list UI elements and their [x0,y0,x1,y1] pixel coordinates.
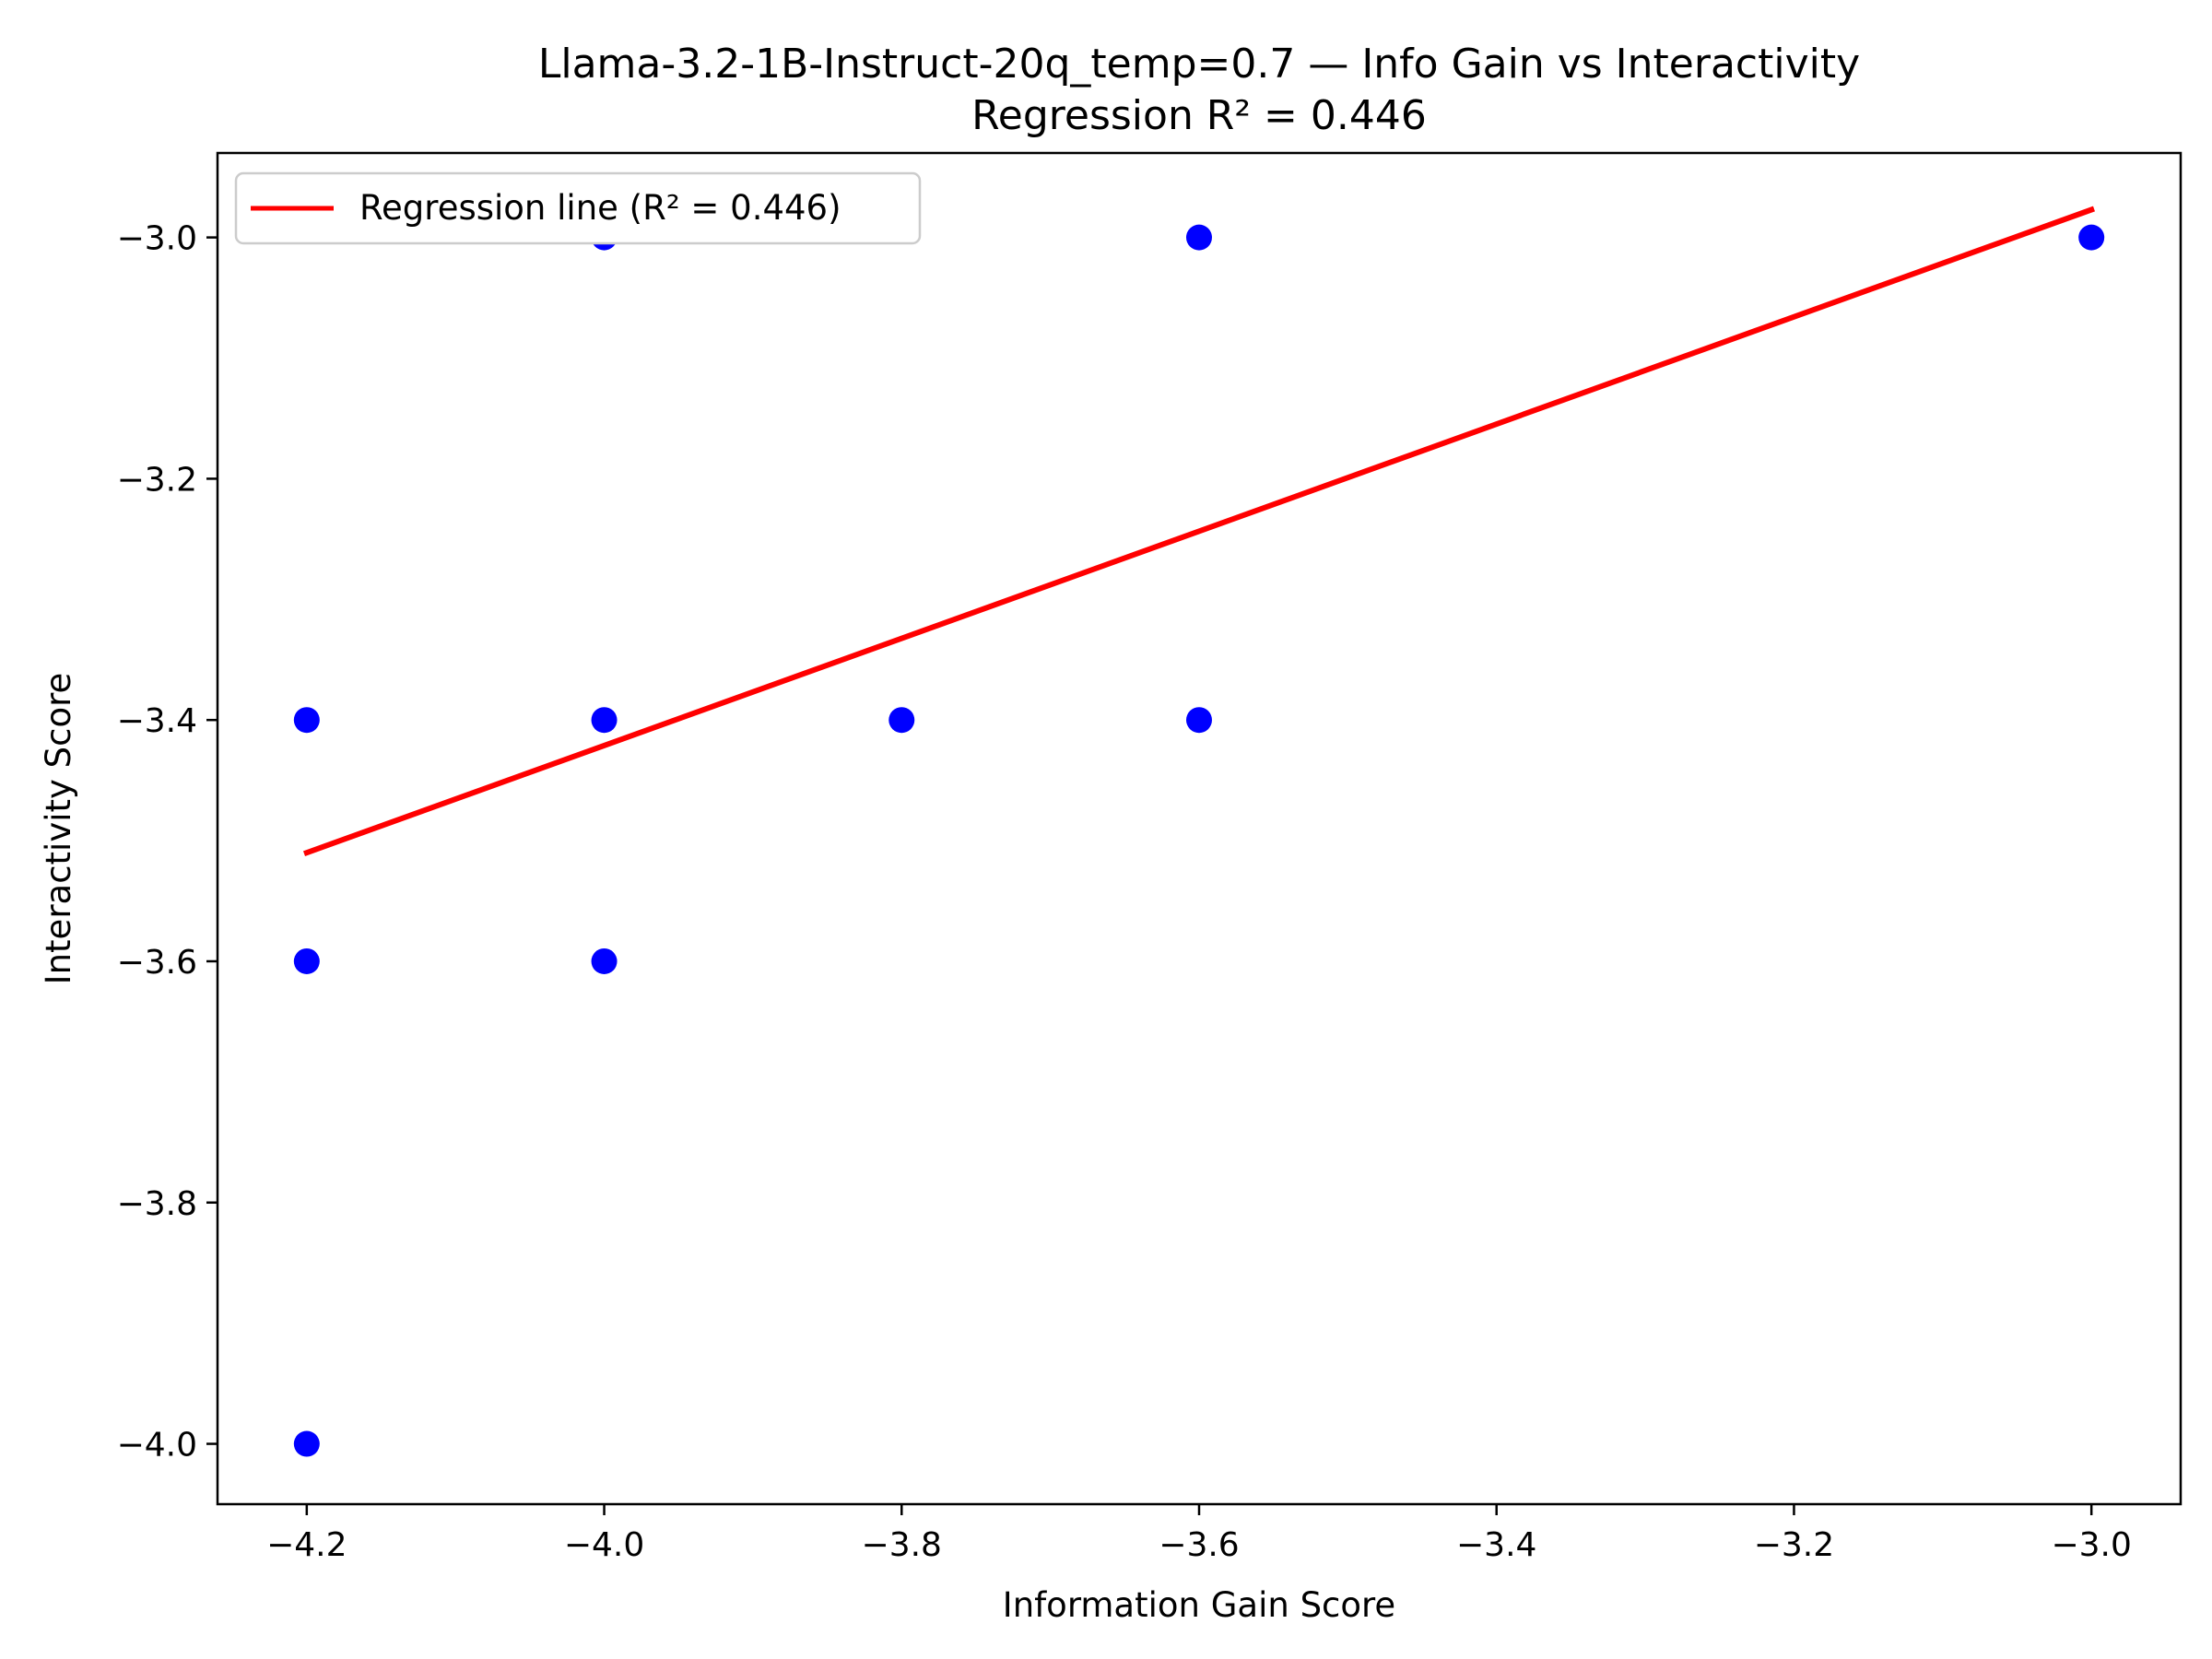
y-tick-label: −3.6 [117,944,197,982]
data-point [293,947,320,974]
x-tick-label: −3.6 [1159,1526,1239,1564]
legend-box [234,171,922,245]
y-tick-label: −3.4 [117,702,197,740]
x-tick-label: −3.4 [1456,1526,1536,1564]
plot-area [216,151,2183,1506]
chart-title: Llama-3.2-1B-Instruct-20q_temp=0.7 — Inf… [538,41,1860,88]
chart-subtitle: Regression R² = 0.446 [971,92,1427,139]
y-tick-label: −3.2 [117,461,197,499]
data-point [591,947,618,974]
y-tick-label: −4.0 [117,1427,197,1465]
x-axis-label: Information Gain Score [1003,1585,1395,1625]
regression-line [302,206,2096,857]
y-tick-label: −3.8 [117,1185,197,1223]
data-point [888,707,915,734]
data-point [1186,707,1212,734]
data-point [2078,224,2105,251]
data-point [591,707,618,734]
legend: Regression line (R² = 0.446) [234,171,922,245]
scatter-points [293,224,2105,1457]
legend-label: Regression line (R² = 0.446) [359,188,841,228]
x-tick-label: −4.0 [564,1526,644,1564]
y-axis-label: Interactivity Score [39,673,78,985]
data-point [1186,224,1212,251]
y-axis-ticks: −3.0 −3.2 −3.4 −3.6 −3.8 −4.0 [117,220,218,1465]
regression-layer [302,206,2096,857]
data-point [293,707,320,734]
x-tick-label: −3.2 [1754,1526,1834,1564]
x-tick-label: −3.0 [2051,1526,2131,1564]
x-tick-label: −4.2 [266,1526,347,1564]
y-tick-label: −3.0 [117,220,197,258]
x-axis-ticks: −4.2 −4.0 −3.8 −3.6 −3.4 −3.2 −3.0 [266,1504,2132,1564]
data-point [293,1430,320,1457]
x-tick-label: −3.8 [862,1526,942,1564]
